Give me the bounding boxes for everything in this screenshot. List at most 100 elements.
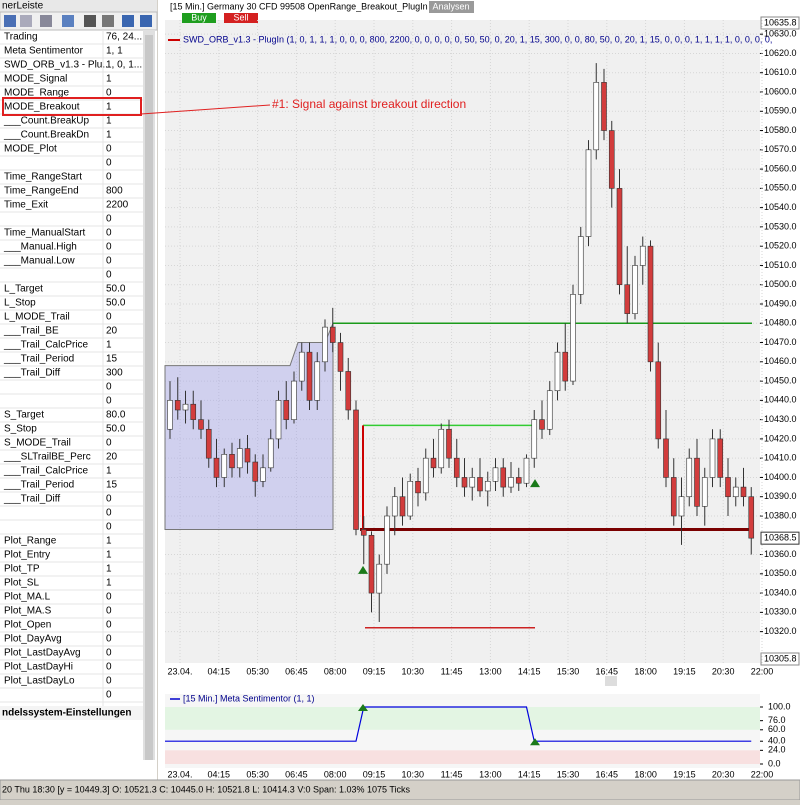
param-value: 15 (106, 354, 118, 365)
range-box (164, 323, 334, 530)
x-tick-label: 19:15 (673, 666, 696, 676)
param-value: 20 (106, 326, 118, 337)
x-tick-label: 10:30 (402, 769, 425, 779)
hscroll[interactable] (605, 676, 617, 686)
param-name: S_Target (4, 410, 44, 421)
toolbar-icons (4, 15, 152, 27)
tool-icon[interactable] (102, 15, 114, 27)
signal-arrow (358, 704, 368, 711)
x-tick-label: 15:30 (557, 666, 580, 676)
candle-body (663, 438, 669, 478)
x-tick-label: 23.04. (167, 666, 192, 676)
candle-body (508, 477, 514, 488)
x-tick-label: 13:00 (479, 769, 502, 779)
y-tick-label: 60.0 (768, 724, 786, 734)
param-name: Plot_Range (4, 536, 57, 547)
param-name: ___Trail_Diff (3, 494, 60, 505)
y-tick-label: 10480.0 (764, 318, 797, 328)
highlight-box (2, 97, 142, 116)
candle-body (748, 496, 755, 539)
candle-body (500, 467, 507, 488)
x-tick-label: 18:00 (634, 769, 657, 779)
y-limit-label: 10305.8 (764, 653, 797, 663)
candle-body (717, 438, 724, 478)
param-name: ___Trail_Diff (3, 368, 60, 379)
param-name: ___Manual.Low (3, 256, 75, 267)
x-tick-label: 16:45 (596, 666, 619, 676)
param-name: MODE_Range (4, 88, 69, 99)
y-tick-label: 100.0 (768, 701, 791, 711)
param-value: 76, 24... (106, 32, 142, 43)
candle-body (314, 361, 321, 401)
x-tick-label: 05:30 (246, 666, 269, 676)
param-value: 0 (106, 144, 112, 155)
price-pane (165, 20, 760, 663)
candle-body (577, 236, 584, 295)
candle-body (260, 467, 266, 482)
param-value: 0 (106, 676, 112, 687)
param-value: 0 (106, 172, 112, 183)
param-value: 1, 1 (106, 46, 123, 57)
param-value: 0 (106, 88, 112, 99)
x-tick-label: 10:30 (402, 666, 425, 676)
signal-arrow (358, 565, 368, 574)
tool-icon[interactable] (140, 15, 152, 27)
analysen-button[interactable] (429, 1, 474, 13)
y-tick-label: 10490.0 (764, 298, 797, 308)
tool-icon[interactable] (84, 15, 96, 27)
x-tick-label: 22:00 (751, 666, 774, 676)
x-tick-label: 19:15 (673, 769, 696, 779)
candle-body (515, 477, 522, 484)
signal-arrow (530, 479, 540, 488)
candle-body (422, 457, 429, 494)
x-tick-label: 20:30 (712, 666, 735, 676)
annotation: #1: Signal against breakout direction (272, 97, 466, 111)
param-value: 50.0 (106, 298, 126, 309)
sell-button[interactable] (224, 13, 258, 23)
x-tick-label: 06:45 (285, 769, 308, 779)
param-value: 300 (106, 368, 123, 379)
candle-body (229, 454, 235, 469)
last-price-label: 10368.5 (764, 533, 797, 543)
buy-button[interactable] (182, 13, 216, 23)
param-name: SWD_ORB_v1.3 - Plu... (4, 60, 111, 71)
candle-body (337, 342, 344, 372)
side-panel (0, 0, 157, 780)
param-name: Time_Exit (4, 200, 48, 211)
y-tick-label: 10500.0 (764, 279, 797, 289)
param-value: 0 (106, 270, 112, 281)
param-name: MODE_Plot (4, 144, 57, 155)
x-tick-label: 20:30 (712, 769, 735, 779)
param-name: MODE_Signal (4, 74, 67, 85)
scroll-thumb[interactable] (145, 35, 153, 760)
candle-body (477, 477, 483, 492)
candle-body (190, 403, 197, 420)
param-value: 0 (106, 396, 112, 407)
callout-line (140, 104, 271, 115)
param-value: 1 (106, 466, 112, 477)
param-name: ___Manual.High (3, 242, 77, 253)
section-title: ndelssystem-Einstellungen (2, 708, 131, 719)
param-name: Plot_MA.S (4, 606, 52, 617)
param-value: 0 (106, 634, 112, 645)
param-name: Time_ManualStart (4, 228, 86, 239)
y-tick-label: 10610.0 (764, 67, 797, 77)
param-value: 0 (106, 494, 112, 505)
y-tick-label: 10440.0 (764, 395, 797, 405)
tool-icon[interactable] (122, 15, 134, 27)
panel-title: nerLeiste (2, 1, 44, 12)
param-value: 1, 0, 1... (106, 60, 142, 71)
tool-icon[interactable] (40, 15, 52, 27)
param-value: 80.0 (106, 410, 126, 421)
x-tick-label: 18:00 (634, 666, 657, 676)
candle-body (601, 82, 607, 131)
candle-body (244, 448, 251, 463)
y-tick-label: 10380.0 (764, 510, 797, 520)
candle-body (570, 294, 576, 382)
param-name: L_Target (4, 284, 43, 295)
tool-icon[interactable] (62, 15, 74, 27)
tool-icon[interactable] (20, 15, 32, 27)
param-value: 0 (106, 242, 112, 253)
tool-icon[interactable] (4, 15, 16, 27)
candle-body (523, 457, 530, 484)
